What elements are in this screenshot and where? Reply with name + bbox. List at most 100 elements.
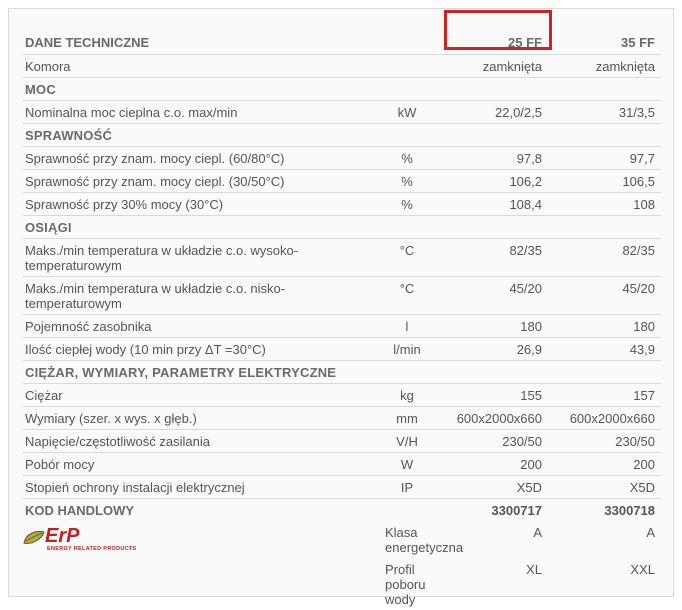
spec-table: DANE TECHNICZNE 25 FF 35 FF Komora zamkni… [23,31,661,610]
row-value-1: 106,2 [435,170,548,193]
leaf-icon [23,529,45,545]
data-row: Sprawność przy znam. mocy ciepl. (30/50°… [23,170,661,193]
section-heading-row: CIĘŻAR, WYMIARY, PARAMETRY ELEKTRYCZNE [23,361,661,384]
erp-sublabel: ENERGY RELATED PRODUCTS [47,546,137,552]
row-value-1: 180 [435,315,548,338]
data-row: Maks./min temperatura w układzie c.o. ni… [23,277,661,315]
section-heading-row: MOC [23,78,661,101]
section-heading: CIĘŻAR, WYMIARY, PARAMETRY ELEKTRYCZNE [23,361,661,384]
section-heading: OSIĄGI [23,216,661,239]
erp-cell: ErP ENERGY RELATED PRODUCTS [23,521,383,610]
row-value-2: 157 [548,384,661,407]
row-label: Wymiary (szer. x wys. x głęb.) [23,407,383,430]
energy-class-label: Klasa energetyczna [383,521,435,558]
section-heading-row: SPRAWNOŚĆ [23,124,661,147]
row-label: Maks./min temperatura w układzie c.o. wy… [23,239,383,277]
section-heading-row: OSIĄGI [23,216,661,239]
header-col2: 35 FF [548,31,661,55]
header-unit-blank [383,31,435,55]
row-unit: kg [383,384,435,407]
data-row: Sprawność przy znam. mocy ciepl. (60/80°… [23,147,661,170]
row-label: Ilość ciepłej wody (10 min przy ΔT =30°C… [23,338,383,361]
row-value-2: X5D [548,476,661,499]
row-unit [383,55,435,78]
row-unit: % [383,193,435,216]
energy-class-v2: A [548,521,661,558]
header-col1-label: 25 FF [508,35,542,50]
energy-class-row: ErP ENERGY RELATED PRODUCTS Klasa energe… [23,521,661,558]
row-label: Maks./min temperatura w układzie c.o. ni… [23,277,383,315]
data-row: Ilość ciepłej wody (10 min przy ΔT =30°C… [23,338,661,361]
row-label: Ciężar [23,384,383,407]
erp-badge: ErP ENERGY RELATED PRODUCTS [25,525,137,552]
row-value-1: 97,8 [435,147,548,170]
row-value-2: 45/20 [548,277,661,315]
water-profile-v2: XXL [548,558,661,610]
header-title: DANE TECHNICZNE [23,31,383,55]
water-profile-label: Profil poboru wody [383,558,435,610]
kod-heading: KOD HANDLOWY [23,499,435,522]
data-row: Stopień ochrony instalacji elektrycznejI… [23,476,661,499]
row-unit: % [383,147,435,170]
row-unit: mm [383,407,435,430]
row-value-2: 600x2000x660 [548,407,661,430]
data-row: Napięcie/częstotliwość zasilaniaV/H230/5… [23,430,661,453]
row-value-2: 230/50 [548,430,661,453]
row-unit: l [383,315,435,338]
row-label: Sprawność przy znam. mocy ciepl. (30/50°… [23,170,383,193]
row-value-2: 82/35 [548,239,661,277]
data-row: Ciężarkg155157 [23,384,661,407]
row-value-2: zamknięta [548,55,661,78]
data-row: Pobór mocyW200200 [23,453,661,476]
row-value-1: X5D [435,476,548,499]
row-value-2: 97,7 [548,147,661,170]
row-label: Nominalna moc cieplna c.o. max/min [23,101,383,124]
row-label: Komora [23,55,383,78]
row-unit: W [383,453,435,476]
row-value-1: 155 [435,384,548,407]
header-col1: 25 FF [435,31,548,55]
data-row: Komora zamkniętazamknięta [23,55,661,78]
row-value-2: 106,5 [548,170,661,193]
data-row: Wymiary (szer. x wys. x głęb.)mm600x2000… [23,407,661,430]
row-unit: V/H [383,430,435,453]
row-value-2: 43,9 [548,338,661,361]
row-label: Sprawność przy znam. mocy ciepl. (60/80°… [23,147,383,170]
row-unit: kW [383,101,435,124]
data-row: Nominalna moc cieplna c.o. max/minkW22,0… [23,101,661,124]
data-row: Maks./min temperatura w układzie c.o. wy… [23,239,661,277]
header-row: DANE TECHNICZNE 25 FF 35 FF [23,31,661,55]
erp-label: ErP [45,525,79,547]
row-label: Pobór mocy [23,453,383,476]
row-value-1: zamknięta [435,55,548,78]
row-value-1: 82/35 [435,239,548,277]
kod-v2: 3300718 [548,499,661,522]
row-value-1: 45/20 [435,277,548,315]
kod-v1: 3300717 [435,499,548,522]
row-unit: °C [383,277,435,315]
row-unit: °C [383,239,435,277]
spec-panel: DANE TECHNICZNE 25 FF 35 FF Komora zamkni… [8,8,674,597]
row-value-1: 22,0/2,5 [435,101,548,124]
row-unit: l/min [383,338,435,361]
row-value-1: 26,9 [435,338,548,361]
row-unit: % [383,170,435,193]
row-value-1: 230/50 [435,430,548,453]
row-value-1: 200 [435,453,548,476]
row-unit: IP [383,476,435,499]
data-row: Pojemność zasobnikal180180 [23,315,661,338]
water-profile-v1: XL [435,558,548,610]
row-value-1: 600x2000x660 [435,407,548,430]
kod-row: KOD HANDLOWY 3300717 3300718 [23,499,661,522]
row-value-2: 31/3,5 [548,101,661,124]
section-heading: SPRAWNOŚĆ [23,124,661,147]
row-label: Napięcie/częstotliwość zasilania [23,430,383,453]
row-value-2: 180 [548,315,661,338]
row-label: Pojemność zasobnika [23,315,383,338]
data-row: Sprawność przy 30% mocy (30°C)%108,4108 [23,193,661,216]
section-heading: MOC [23,78,661,101]
row-value-2: 108 [548,193,661,216]
row-value-1: 108,4 [435,193,548,216]
row-label: Stopień ochrony instalacji elektrycznej [23,476,383,499]
row-value-2: 200 [548,453,661,476]
